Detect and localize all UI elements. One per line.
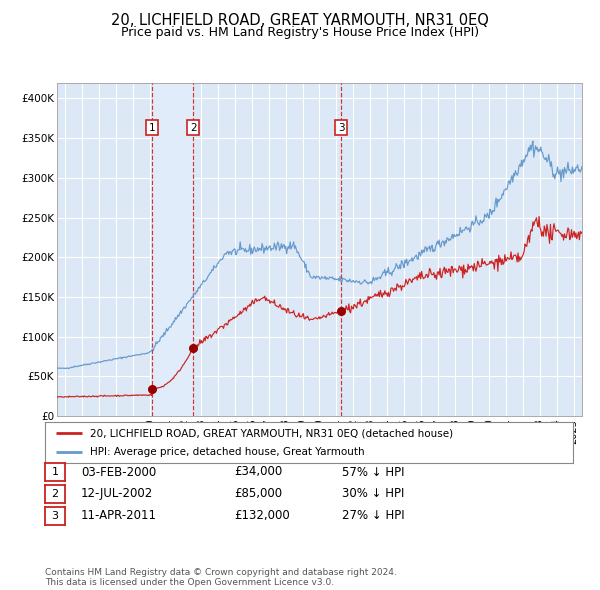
Text: 11-APR-2011: 11-APR-2011 xyxy=(81,509,157,522)
Text: 1: 1 xyxy=(148,123,155,133)
Text: 2: 2 xyxy=(190,123,196,133)
Text: Price paid vs. HM Land Registry's House Price Index (HPI): Price paid vs. HM Land Registry's House … xyxy=(121,26,479,39)
Text: 03-FEB-2000: 03-FEB-2000 xyxy=(81,466,156,478)
Text: £132,000: £132,000 xyxy=(234,509,290,522)
Text: HPI: Average price, detached house, Great Yarmouth: HPI: Average price, detached house, Grea… xyxy=(90,447,365,457)
Bar xyxy=(152,83,193,416)
Text: 27% ↓ HPI: 27% ↓ HPI xyxy=(342,509,404,522)
Text: 20, LICHFIELD ROAD, GREAT YARMOUTH, NR31 0EQ: 20, LICHFIELD ROAD, GREAT YARMOUTH, NR31… xyxy=(111,13,489,28)
Text: 20, LICHFIELD ROAD, GREAT YARMOUTH, NR31 0EQ (detached house): 20, LICHFIELD ROAD, GREAT YARMOUTH, NR31… xyxy=(90,428,453,438)
Text: 2: 2 xyxy=(52,489,58,499)
Text: 3: 3 xyxy=(338,123,344,133)
Text: £34,000: £34,000 xyxy=(234,466,282,478)
Text: 1: 1 xyxy=(52,467,58,477)
Text: 3: 3 xyxy=(52,511,58,520)
Text: Contains HM Land Registry data © Crown copyright and database right 2024.
This d: Contains HM Land Registry data © Crown c… xyxy=(45,568,397,587)
Text: 30% ↓ HPI: 30% ↓ HPI xyxy=(342,487,404,500)
Text: 57% ↓ HPI: 57% ↓ HPI xyxy=(342,466,404,478)
Text: 12-JUL-2002: 12-JUL-2002 xyxy=(81,487,153,500)
Text: £85,000: £85,000 xyxy=(234,487,282,500)
